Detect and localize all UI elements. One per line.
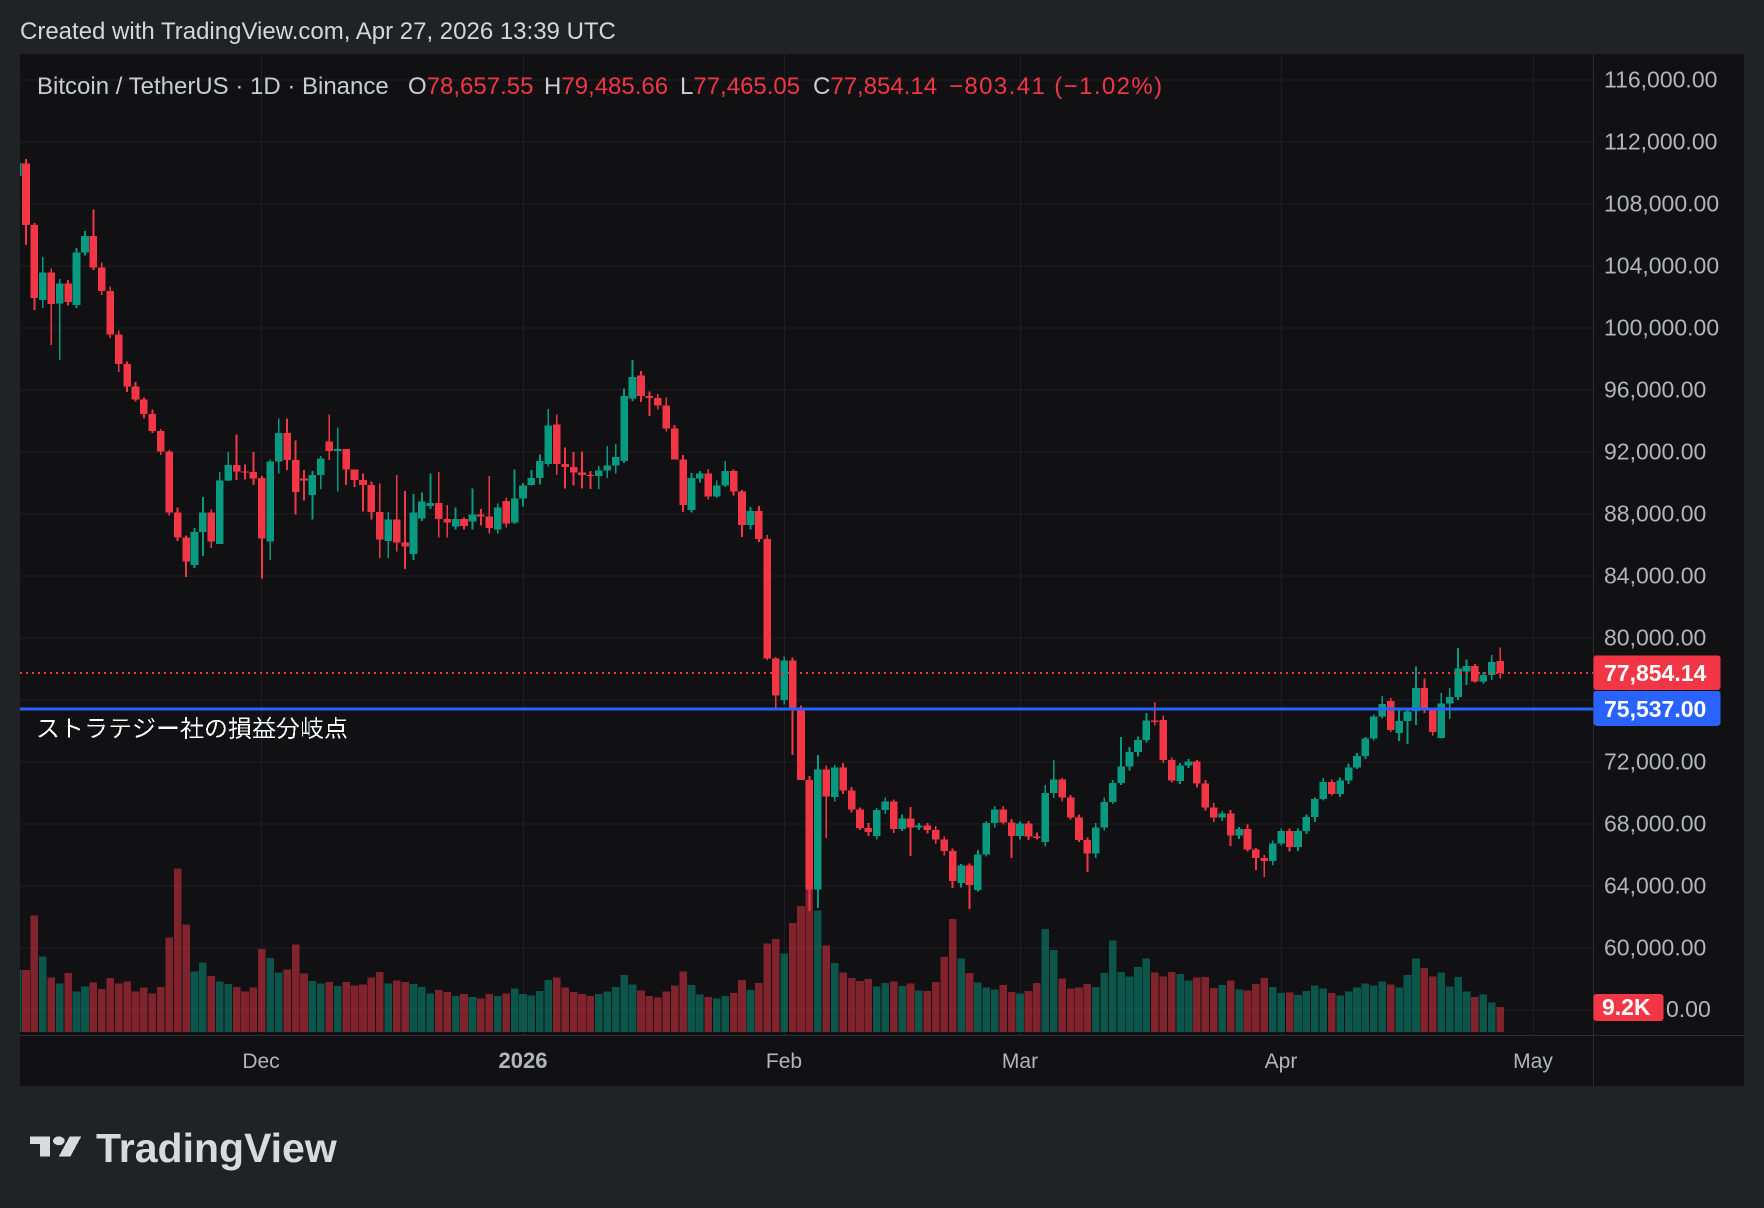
svg-text:88,000.00: 88,000.00 [1604, 501, 1706, 527]
svg-text:0.00: 0.00 [1666, 996, 1711, 1022]
svg-text:TradingView: TradingView [96, 1125, 337, 1171]
svg-text:77,854.14: 77,854.14 [1604, 660, 1707, 686]
svg-text:75,537.00: 75,537.00 [1604, 696, 1706, 722]
svg-text:96,000.00: 96,000.00 [1604, 377, 1706, 403]
svg-text:Dec: Dec [242, 1050, 279, 1073]
svg-text:Created with TradingView.com,: Created with TradingView.com, Apr 27, 20… [20, 18, 616, 45]
svg-text:64,000.00: 64,000.00 [1604, 873, 1706, 899]
svg-text:92,000.00: 92,000.00 [1604, 439, 1706, 465]
svg-text:Apr: Apr [1265, 1050, 1298, 1073]
svg-text:116,000.00: 116,000.00 [1604, 67, 1717, 93]
svg-text:84,000.00: 84,000.00 [1604, 563, 1706, 589]
svg-text:Bitcoin / TetherUS · 1D · Bina: Bitcoin / TetherUS · 1D · Binance O78,657… [37, 73, 1164, 100]
svg-text:100,000.00: 100,000.00 [1604, 315, 1719, 341]
svg-text:112,000.00: 112,000.00 [1604, 129, 1717, 155]
svg-text:72,000.00: 72,000.00 [1604, 749, 1706, 775]
svg-text:80,000.00: 80,000.00 [1604, 625, 1706, 651]
svg-text:9.2K: 9.2K [1602, 994, 1651, 1020]
svg-text:May: May [1513, 1050, 1553, 1073]
svg-text:104,000.00: 104,000.00 [1604, 253, 1719, 279]
svg-text:Mar: Mar [1002, 1050, 1038, 1073]
svg-text:68,000.00: 68,000.00 [1604, 811, 1706, 837]
svg-text:2026: 2026 [499, 1048, 548, 1073]
svg-text:Feb: Feb [766, 1050, 802, 1073]
svg-text:60,000.00: 60,000.00 [1604, 935, 1706, 961]
svg-text:108,000.00: 108,000.00 [1604, 191, 1719, 217]
